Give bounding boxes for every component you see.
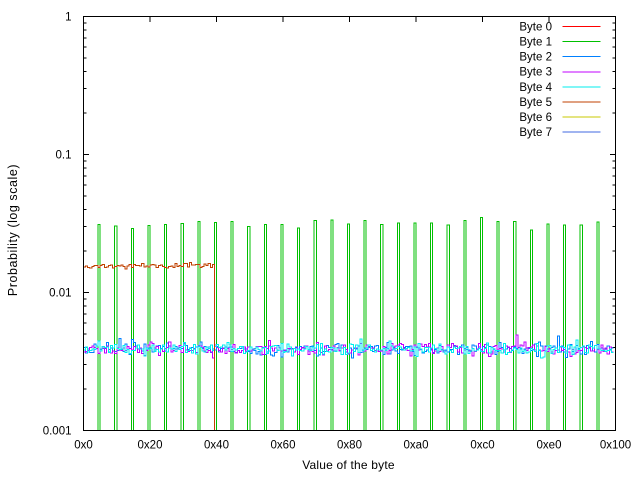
svg-text:0x0: 0x0: [74, 440, 93, 452]
svg-text:0x40: 0x40: [204, 440, 229, 452]
svg-text:Byte 5: Byte 5: [519, 97, 552, 109]
svg-text:0x100: 0x100: [600, 440, 631, 452]
svg-text:0x80: 0x80: [337, 440, 362, 452]
svg-text:0xa0: 0xa0: [404, 440, 429, 452]
svg-text:Byte 6: Byte 6: [519, 112, 552, 124]
svg-text:1: 1: [65, 11, 71, 23]
svg-text:Value of the byte: Value of the byte: [302, 458, 395, 472]
svg-text:Probability (log scale): Probability (log scale): [6, 164, 20, 296]
svg-text:0.001: 0.001: [43, 425, 72, 437]
svg-text:Byte 7: Byte 7: [519, 127, 552, 139]
svg-text:0x60: 0x60: [271, 440, 296, 452]
svg-text:Byte 1: Byte 1: [519, 37, 552, 49]
svg-text:Byte 4: Byte 4: [519, 82, 552, 94]
svg-text:Byte 2: Byte 2: [519, 52, 552, 64]
svg-text:0.1: 0.1: [56, 149, 72, 161]
svg-text:0xe0: 0xe0: [537, 440, 562, 452]
svg-text:Byte 3: Byte 3: [519, 67, 552, 79]
svg-text:Byte 0: Byte 0: [519, 21, 552, 33]
svg-text:0x20: 0x20: [138, 440, 163, 452]
svg-text:0xc0: 0xc0: [470, 440, 494, 452]
svg-text:0.01: 0.01: [49, 287, 71, 299]
